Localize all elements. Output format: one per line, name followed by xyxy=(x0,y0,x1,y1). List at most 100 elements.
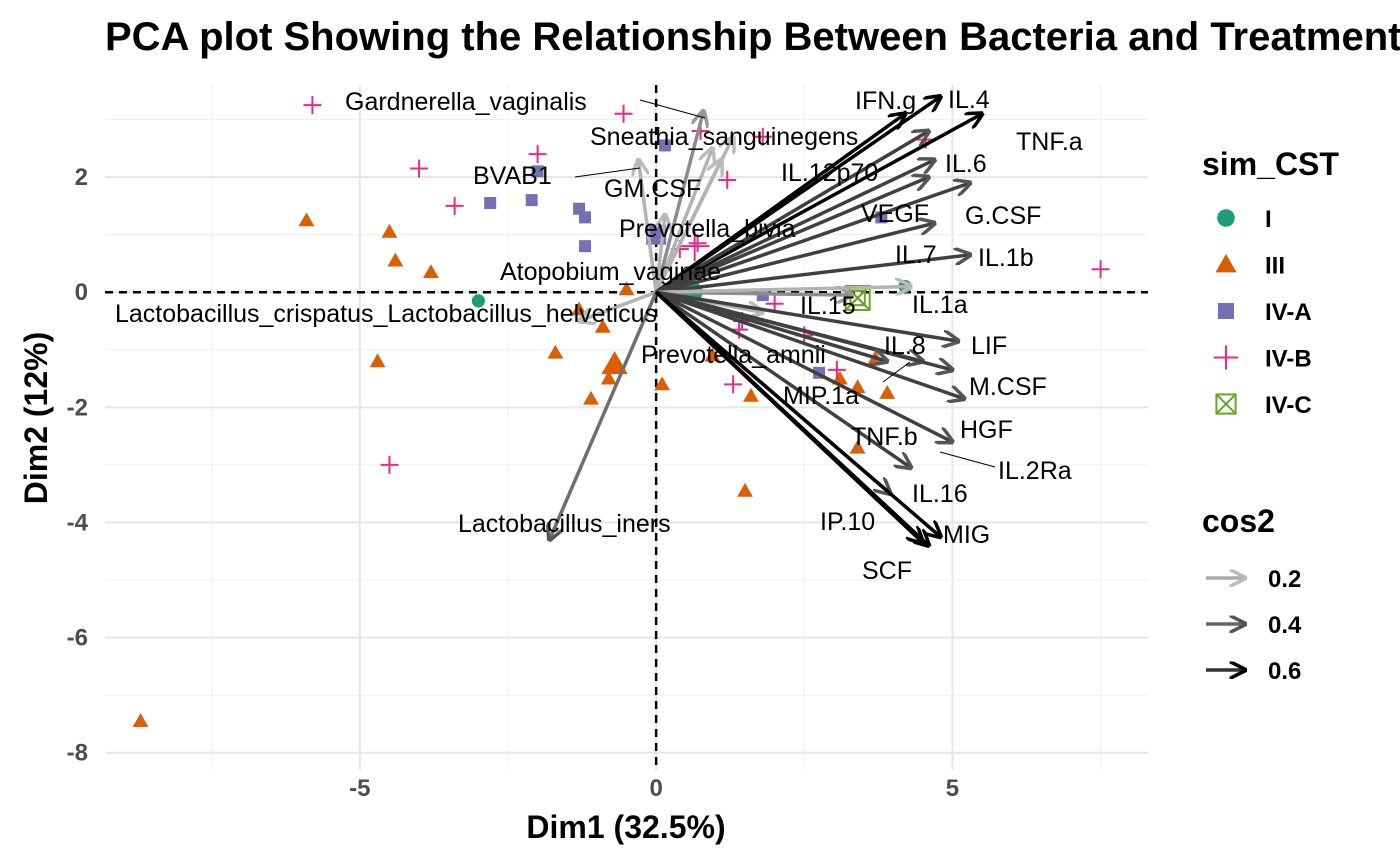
legend-label: I xyxy=(1265,206,1272,233)
y-tick-label: -6 xyxy=(67,625,88,652)
group-mean-point xyxy=(679,231,710,262)
data-point xyxy=(298,212,315,227)
label-leader-line xyxy=(882,361,911,383)
data-point xyxy=(753,127,772,146)
variable-label: TNF.b xyxy=(851,423,918,451)
variable-arrow xyxy=(655,97,940,294)
data-point xyxy=(579,211,592,224)
data-point xyxy=(827,360,846,379)
data-point xyxy=(1091,260,1110,279)
data-point xyxy=(132,713,149,728)
variable-label: IL.1b xyxy=(978,244,1034,272)
y-axis-title: Dim2 (12%) xyxy=(18,332,54,505)
legend-label: 0.4 xyxy=(1268,612,1302,639)
legend-label: 0.2 xyxy=(1268,566,1301,593)
variable-label: GM.CSF xyxy=(604,175,701,203)
variable-label: MIG xyxy=(943,521,990,549)
data-point xyxy=(445,196,464,215)
variable-arrow xyxy=(655,160,935,294)
legend-label: IV-B xyxy=(1265,346,1312,373)
variable-label: Atopobium_vaginae xyxy=(500,258,721,286)
data-point xyxy=(724,375,743,394)
variable-label: IL.15 xyxy=(800,292,856,320)
variable-label: Sneathia_sanguinegens xyxy=(590,123,858,151)
data-point xyxy=(618,281,635,296)
data-point xyxy=(688,234,707,253)
variable-label: IP.10 xyxy=(820,508,875,536)
variable-label: HGF xyxy=(960,416,1013,444)
data-point xyxy=(718,170,737,189)
data-point xyxy=(381,223,398,238)
variable-label: IL.4 xyxy=(948,86,990,114)
variable-arrow xyxy=(655,223,935,294)
data-point xyxy=(547,344,564,359)
legend-key-IV-A xyxy=(1218,303,1234,319)
variable-label: IFN.g xyxy=(855,87,916,115)
data-point xyxy=(831,370,848,385)
variable-arrow xyxy=(654,290,929,545)
data-point xyxy=(654,376,670,391)
data-point xyxy=(743,387,759,402)
label-leader-line xyxy=(639,99,706,119)
variable-label: IL.7 xyxy=(895,241,937,269)
variable-label: SCF xyxy=(862,557,912,585)
variable-arrow xyxy=(655,290,911,468)
variable-label: M.CSF xyxy=(969,373,1047,401)
y-tick-label: 0 xyxy=(75,279,88,306)
variable-arrows xyxy=(549,97,982,546)
data-point xyxy=(849,379,866,394)
data-point xyxy=(737,482,753,497)
y-tick-label: -2 xyxy=(67,394,88,421)
variable-label: IL.6 xyxy=(945,150,987,178)
legend-title-cos2: cos2 xyxy=(1202,503,1275,539)
data-point xyxy=(614,104,633,123)
variable-arrow xyxy=(654,215,665,293)
variable-arrow xyxy=(656,286,911,292)
variable-arrow xyxy=(655,290,964,398)
legend-label: IV-C xyxy=(1265,392,1312,419)
data-point xyxy=(387,252,404,267)
data-point xyxy=(528,145,547,164)
data-point xyxy=(484,197,497,210)
variable-label: Prevotella_bivia xyxy=(619,215,796,243)
data-point xyxy=(704,347,721,362)
variable-label: IL.1a xyxy=(912,291,968,319)
variable-labels: Gardnerella_vaginalisSneathia_sanguinege… xyxy=(115,86,1083,585)
variable-arrow xyxy=(638,160,658,293)
data-point xyxy=(579,240,592,253)
chart-title: PCA plot Showing the Relationship Betwee… xyxy=(105,15,1400,59)
variable-label: G.CSF xyxy=(965,202,1041,230)
variable-arrow xyxy=(579,290,657,321)
axis-ticks: -5 0 5 -8 -6 -4 -2 0 2 xyxy=(67,164,959,802)
variable-label: MIP.1a xyxy=(783,382,859,410)
data-point xyxy=(849,439,866,454)
data-point xyxy=(410,159,429,178)
variable-label: IL.2Ra xyxy=(998,457,1072,485)
legend-key-IV-C xyxy=(1215,393,1237,415)
legend-title-groups: sim_CST xyxy=(1202,146,1339,182)
variable-arrow xyxy=(654,290,940,537)
data-point xyxy=(423,264,439,279)
variable-arrow xyxy=(655,177,929,294)
variable-arrow xyxy=(655,183,970,294)
data-point xyxy=(380,455,399,474)
x-tick-label: 5 xyxy=(946,775,959,802)
x-axis-title: Dim1 (32.5%) xyxy=(526,809,725,845)
variable-arrow xyxy=(655,290,952,442)
variable-arrow xyxy=(654,111,703,293)
variable-label: VEGF xyxy=(861,200,929,228)
data-point xyxy=(659,139,672,152)
label-leader-line xyxy=(939,451,996,468)
legend-key-IV-B xyxy=(1214,345,1238,370)
variable-label: Prevotella_amnii xyxy=(641,341,826,369)
data-point xyxy=(600,370,617,385)
variable-label: BVAB1 xyxy=(473,162,552,190)
data-point xyxy=(471,294,485,308)
data-point xyxy=(594,318,611,333)
data-point xyxy=(531,165,544,178)
variable-label: IL.8 xyxy=(884,332,926,360)
data-point xyxy=(879,385,896,399)
legend-label: III xyxy=(1265,253,1285,280)
